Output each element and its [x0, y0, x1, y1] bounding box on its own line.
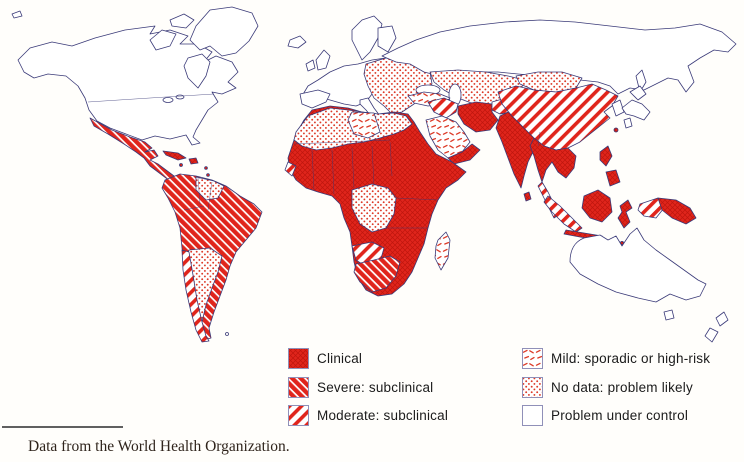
region-saudi-arabia [425, 115, 471, 159]
region-north-america [17, 25, 239, 146]
region-sumatra [543, 195, 583, 233]
region-uk [315, 49, 331, 71]
control-swatch-icon [522, 405, 543, 426]
legend-label-nodata: No data: problem likely [551, 379, 693, 395]
legend-label-severe: Severe: subclinical [317, 379, 434, 395]
region-japan-honshu [621, 99, 651, 121]
legend-item-clinical: Clinical [288, 348, 448, 369]
region-antilles [204, 166, 208, 170]
region-arctic-island [149, 29, 177, 51]
legend-label-moderate: Moderate: subclinical [317, 408, 449, 423]
region-iraq-syria [427, 97, 459, 119]
region-sierra-leone [284, 161, 297, 177]
legend-left-column: Clinical Severe: subclinical Moderate: s… [288, 348, 448, 434]
clinical-swatch-icon [288, 348, 309, 369]
region-antilles-2 [206, 173, 210, 177]
region-wrangel-island [11, 10, 23, 19]
legend-item-mild: Mild: sporadic or high-risk [522, 348, 710, 369]
caption: Data from the World Health Organization. [28, 438, 290, 455]
region-iberia [299, 89, 331, 109]
region-central-africa [351, 183, 397, 233]
legend-label-mild: Mild: sporadic or high-risk [551, 351, 711, 366]
region-guianas [195, 176, 225, 201]
region-china [497, 83, 619, 151]
region-jamaica [179, 163, 183, 167]
region-falklands [225, 332, 229, 336]
region-greenland [189, 6, 259, 57]
legend-item-nodata: No data: problem likely [522, 376, 710, 398]
region-borneo [581, 189, 613, 223]
region-japan-hokkaido [629, 85, 647, 101]
region-finland [377, 25, 397, 53]
mild-swatch-icon [522, 348, 543, 369]
region-hudson-bay [183, 53, 211, 89]
region-new-zealand-south [704, 327, 719, 343]
region-great-lakes [162, 97, 174, 103]
region-sulawesi [617, 199, 633, 229]
nodata-swatch-icon [522, 376, 543, 398]
region-mainland-se-asia [529, 137, 577, 183]
region-iceland [287, 35, 307, 49]
region-arctic-island-2 [169, 13, 195, 29]
country-borders [87, 93, 541, 229]
legend-label-control: Problem under control [551, 408, 689, 423]
region-philippines-luzon [599, 145, 613, 167]
region-great-lakes-2 [175, 94, 185, 100]
moderate-swatch-icon [288, 405, 309, 426]
region-ireland [305, 59, 316, 72]
legend-label-clinical: Clinical [317, 351, 363, 366]
legend-item-severe: Severe: subclinical [288, 376, 448, 398]
region-cuba [162, 150, 187, 161]
region-new-guinea-east [657, 197, 697, 225]
legend-right-column: Mild: sporadic or high-risk No data: pro… [522, 348, 710, 434]
region-chile [181, 249, 210, 343]
legend-item-moderate: Moderate: subclinical [288, 405, 448, 426]
region-philippines-mindanao [605, 169, 621, 187]
region-sri-lanka [523, 191, 532, 202]
region-madagascar [434, 231, 451, 271]
severe-swatch-icon [288, 376, 309, 398]
region-hispaniola [188, 157, 199, 165]
region-libya [347, 111, 381, 139]
region-iran [457, 101, 499, 133]
legend-item-control: Problem under control [522, 405, 710, 426]
caption-rule [2, 426, 123, 428]
region-australia [569, 227, 707, 303]
region-japan-kyushu [623, 117, 633, 129]
region-south-africa [353, 255, 401, 293]
region-tasmania [663, 309, 675, 321]
region-taiwan [613, 127, 619, 133]
region-korea [611, 99, 625, 117]
region-new-zealand-north [715, 311, 729, 327]
region-scandinavia [351, 15, 383, 61]
